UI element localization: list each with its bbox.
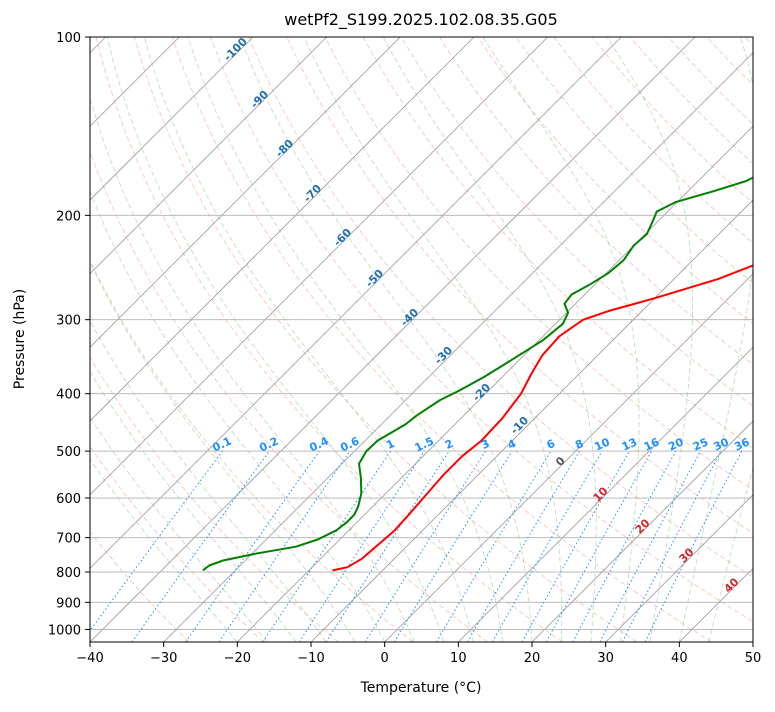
y-tick-label: 800 bbox=[56, 566, 81, 581]
x-tick-label: −40 bbox=[76, 651, 103, 666]
y-tick-label: 1000 bbox=[48, 623, 81, 638]
y-tick-label: 500 bbox=[56, 445, 81, 460]
chart-title: wetPf2_S199.2025.102.08.35.G05 bbox=[284, 10, 558, 30]
y-axis-label: Pressure (hPa) bbox=[12, 289, 28, 389]
y-tick-label: 100 bbox=[56, 31, 81, 46]
x-tick-label: 40 bbox=[671, 651, 688, 666]
plot-background bbox=[90, 37, 753, 642]
x-tick-label: −20 bbox=[224, 651, 251, 666]
y-tick-label: 200 bbox=[56, 209, 81, 224]
x-tick-label: −30 bbox=[150, 651, 177, 666]
y-tick-label: 600 bbox=[56, 492, 81, 507]
y-tick-label: 900 bbox=[56, 596, 81, 611]
x-tick-label: 0 bbox=[381, 651, 389, 666]
x-tick-label: 50 bbox=[745, 651, 762, 666]
x-axis-label: Temperature (°C) bbox=[360, 680, 482, 696]
x-tick-label: 20 bbox=[524, 651, 541, 666]
x-tick-label: 30 bbox=[597, 651, 614, 666]
x-tick-label: −10 bbox=[297, 651, 324, 666]
x-tick-label: 10 bbox=[450, 651, 467, 666]
y-tick-label: 300 bbox=[56, 314, 81, 329]
y-tick-label: 400 bbox=[56, 388, 81, 403]
y-tick-label: 700 bbox=[56, 532, 81, 547]
isotherm-line bbox=[753, 37, 775, 642]
